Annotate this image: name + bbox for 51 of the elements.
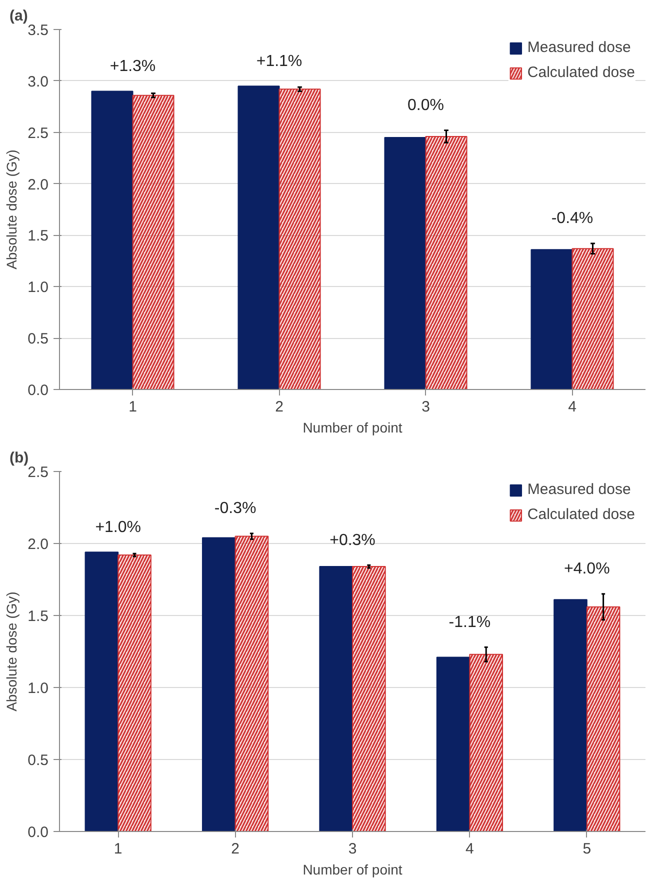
y-tick-label: 1.0 bbox=[28, 279, 49, 296]
chart-title: (b) bbox=[10, 450, 29, 466]
x-axis-title: Number of point bbox=[302, 862, 402, 878]
y-tick-label: 2.0 bbox=[28, 176, 49, 194]
chart-title: (a) bbox=[10, 8, 28, 24]
legend-label: Calculated dose bbox=[527, 64, 635, 81]
x-tick-label: 3 bbox=[422, 398, 430, 416]
y-tick-label: 2.5 bbox=[28, 124, 49, 142]
y-tick-label: 1.5 bbox=[28, 228, 49, 245]
bar bbox=[530, 249, 573, 390]
bar bbox=[319, 566, 353, 832]
y-tick-label: 3.0 bbox=[28, 73, 49, 90]
y-tick-label: 2.5 bbox=[28, 464, 49, 481]
annotation: 0.0% bbox=[408, 97, 444, 114]
x-tick-label: 4 bbox=[466, 840, 474, 858]
annotation: +1.0% bbox=[95, 518, 142, 536]
bar bbox=[384, 137, 426, 390]
bar bbox=[91, 90, 134, 390]
y-tick-label: 1.5 bbox=[28, 608, 49, 625]
annotation: +1.3% bbox=[110, 58, 156, 76]
annotation: +4.0% bbox=[564, 560, 610, 578]
x-tick-label: 5 bbox=[582, 840, 592, 858]
annotation: -0.3% bbox=[214, 500, 256, 518]
y-axis-title: Absolute dose (Gy) bbox=[4, 592, 20, 712]
x-tick-label: 4 bbox=[568, 398, 576, 416]
legend-label: Measured dose bbox=[527, 39, 631, 56]
x-tick-label: 1 bbox=[114, 840, 122, 858]
y-tick-label: 0.0 bbox=[28, 382, 49, 399]
y-tick-label: 1.0 bbox=[28, 680, 49, 697]
x-tick-label: 1 bbox=[128, 398, 137, 416]
y-axis-title: Absolute dose (Gy) bbox=[4, 150, 20, 270]
annotation: -0.4% bbox=[551, 210, 594, 228]
legend-label: Calculated dose bbox=[527, 506, 635, 523]
legend-label: Measured dose bbox=[527, 481, 631, 498]
bar bbox=[238, 86, 280, 390]
annotation: +1.1% bbox=[256, 52, 302, 70]
y-tick-label: 0.5 bbox=[28, 752, 49, 769]
bar bbox=[202, 537, 236, 832]
x-axis-title: Number of point bbox=[302, 420, 402, 436]
x-tick-label: 2 bbox=[231, 840, 240, 858]
y-tick-label: 0.5 bbox=[28, 330, 49, 348]
y-tick-label: 2.0 bbox=[28, 536, 49, 553]
y-tick-label: 3.5 bbox=[28, 22, 49, 39]
x-tick-label: 2 bbox=[275, 398, 284, 416]
bar bbox=[84, 552, 119, 832]
x-tick-label: 3 bbox=[348, 840, 357, 858]
bar bbox=[436, 656, 470, 832]
annotation: +0.3% bbox=[330, 532, 376, 549]
bar bbox=[554, 599, 588, 832]
y-tick-label: 0.0 bbox=[28, 824, 49, 841]
annotation: -1.1% bbox=[448, 614, 491, 631]
